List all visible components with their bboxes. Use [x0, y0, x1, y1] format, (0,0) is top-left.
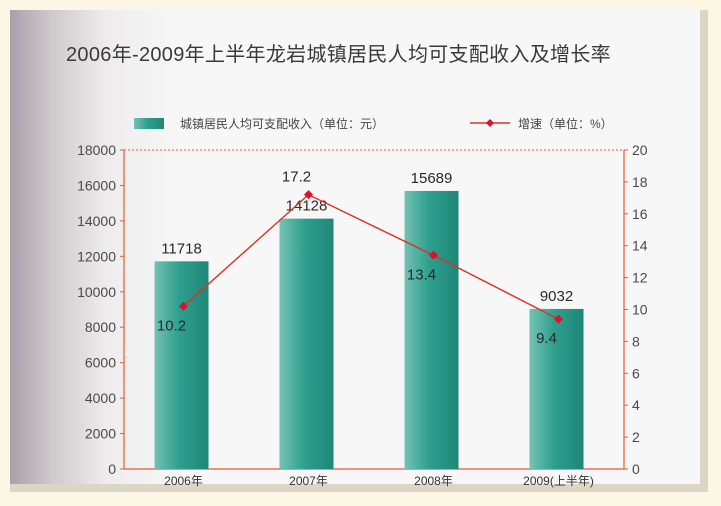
- x-category-label: 2008年: [414, 474, 453, 488]
- growth-value-label: 9.4: [536, 330, 557, 347]
- left-tick-label: 8000: [85, 319, 116, 335]
- left-tick-label: 14000: [77, 213, 116, 229]
- income-value-label: 15689: [411, 170, 453, 187]
- left-tick-label: 18000: [77, 142, 116, 158]
- income-value-label: 14128: [286, 198, 328, 215]
- right-tick-label: 18: [632, 174, 648, 190]
- left-tick-label: 10000: [77, 284, 116, 300]
- income-bar: [529, 308, 584, 469]
- right-tick-label: 20: [632, 142, 648, 158]
- growth-rate-marker: [554, 314, 563, 324]
- income-value-label: 11718: [161, 240, 202, 257]
- left-tick-label: 6000: [85, 355, 116, 371]
- right-tick-label: 10: [632, 302, 648, 318]
- income-value-label: 9032: [540, 288, 573, 305]
- legend-bar-label: 城镇居民人均可支配收入（单位：元）: [180, 116, 384, 131]
- growth-rate-marker: [429, 250, 438, 260]
- right-tick-label: 6: [632, 365, 640, 381]
- left-tick-label: 4000: [85, 390, 116, 406]
- left-tick-label: 0: [108, 461, 116, 477]
- right-tick-label: 2: [632, 429, 640, 445]
- growth-value-label: 10.2: [157, 317, 186, 334]
- right-tick-label: 12: [632, 270, 648, 286]
- growth-value-label: 17.2: [282, 169, 311, 186]
- x-category-label: 2009(上半年): [523, 474, 594, 488]
- growth-value-label: 13.4: [407, 266, 436, 283]
- chart-frame: [10, 10, 708, 492]
- legend-line-marker: [486, 119, 494, 127]
- right-tick-label: 4: [632, 397, 640, 413]
- income-bar: [404, 190, 459, 469]
- right-tick-label: 8: [632, 333, 640, 349]
- growth-rate-marker: [179, 301, 188, 311]
- left-tick-label: 2000: [85, 426, 116, 442]
- legend-line-label: 增速（单位：%）: [518, 116, 613, 131]
- left-tick-label: 16000: [77, 177, 116, 193]
- right-tick-label: 14: [632, 238, 648, 254]
- left-tick-label: 12000: [77, 248, 116, 264]
- growth-rate-marker: [304, 190, 313, 200]
- x-category-label: 2006年: [164, 474, 203, 488]
- chart-title: 2006年-2009年上半年龙岩城镇居民人均可支配收入及增长率: [66, 44, 611, 66]
- income-bar: [279, 218, 334, 469]
- right-tick-label: 0: [632, 461, 640, 477]
- legend-bar-swatch: [134, 118, 164, 129]
- income-bar: [154, 261, 209, 469]
- right-tick-label: 16: [632, 206, 648, 222]
- growth-rate-line: [183, 193, 559, 320]
- x-category-label: 2007年: [289, 474, 328, 488]
